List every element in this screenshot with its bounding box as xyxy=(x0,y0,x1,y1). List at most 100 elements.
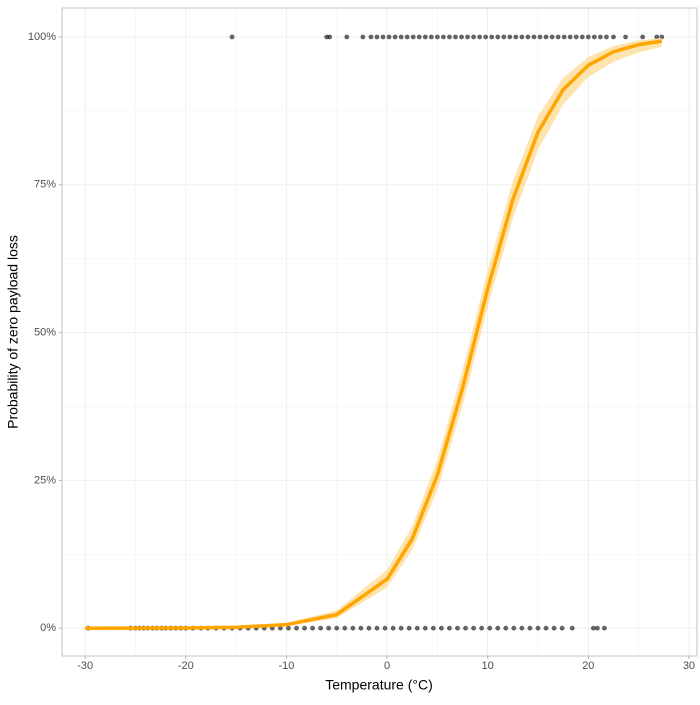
data-point xyxy=(555,34,561,40)
data-point xyxy=(422,625,428,631)
data-point xyxy=(327,34,333,40)
data-point xyxy=(501,34,507,40)
data-point xyxy=(382,625,388,631)
data-point xyxy=(430,625,436,631)
x-tick-label: -10 xyxy=(278,660,294,672)
data-point xyxy=(573,34,579,40)
data-point xyxy=(640,34,646,40)
data-point xyxy=(549,34,555,40)
data-point xyxy=(398,625,404,631)
confidence-band xyxy=(85,38,662,629)
y-tick-label: 100% xyxy=(28,31,56,43)
data-point xyxy=(543,625,549,631)
data-point xyxy=(380,34,386,40)
data-point xyxy=(519,625,525,631)
data-point xyxy=(597,34,603,40)
data-point xyxy=(561,34,567,40)
data-point xyxy=(428,34,434,40)
data-point xyxy=(286,625,291,631)
data-point xyxy=(483,34,489,40)
x-tick-label: 0 xyxy=(384,660,390,672)
data-point xyxy=(229,34,235,40)
data-point xyxy=(519,34,525,40)
data-point xyxy=(404,34,410,40)
data-point xyxy=(406,625,412,631)
data-point xyxy=(302,625,307,631)
data-point xyxy=(398,34,404,40)
data-point xyxy=(507,34,513,40)
data-point xyxy=(567,34,573,40)
data-point xyxy=(535,625,541,631)
data-point xyxy=(559,625,565,631)
data-point xyxy=(471,34,476,40)
data-point xyxy=(310,625,315,631)
data-point xyxy=(471,625,476,631)
data-point xyxy=(465,34,470,40)
data-point xyxy=(602,625,607,631)
data-point xyxy=(453,34,458,40)
data-point xyxy=(543,34,549,40)
data-point xyxy=(414,625,420,631)
data-point xyxy=(360,34,366,40)
data-point xyxy=(531,34,537,40)
data-point xyxy=(277,625,283,631)
data-point xyxy=(511,625,517,631)
data-point xyxy=(503,625,509,631)
data-point xyxy=(374,34,380,40)
data-point xyxy=(489,34,495,40)
data-point xyxy=(318,625,324,631)
data-point xyxy=(495,34,501,40)
panel-border xyxy=(61,7,698,657)
data-point xyxy=(334,625,340,631)
data-point xyxy=(410,34,416,40)
data-point xyxy=(525,34,531,40)
x-tick-label: -30 xyxy=(77,660,93,672)
data-point xyxy=(459,34,464,40)
fit-line xyxy=(85,39,663,630)
y-tick-label: 25% xyxy=(34,474,56,486)
data-point xyxy=(350,625,356,631)
data-point xyxy=(477,34,483,40)
data-point xyxy=(374,625,380,631)
data-point xyxy=(579,34,585,40)
data-point xyxy=(513,34,519,40)
data-point xyxy=(441,34,446,40)
data-point xyxy=(495,625,501,631)
data-point xyxy=(386,34,392,40)
data-point xyxy=(623,34,628,40)
x-tick-label: 30 xyxy=(683,660,695,672)
x-tick-label: -20 xyxy=(178,660,194,672)
data-point xyxy=(447,34,452,40)
y-tick-label: 50% xyxy=(34,326,56,338)
data-point xyxy=(527,625,533,631)
data-point xyxy=(594,625,600,631)
data-point xyxy=(551,625,557,631)
y-tick-label: 75% xyxy=(34,179,56,191)
data-point xyxy=(659,34,665,40)
y-tick-label: 0% xyxy=(40,622,56,634)
x-tick-label: 20 xyxy=(582,660,594,672)
data-point xyxy=(585,34,591,40)
data-point xyxy=(463,625,468,631)
data-point xyxy=(434,34,440,40)
x-tick-label: 10 xyxy=(482,660,494,672)
data-point xyxy=(344,34,350,40)
data-point xyxy=(654,34,660,40)
data-point xyxy=(392,34,398,40)
data-point xyxy=(611,34,616,40)
data-point xyxy=(438,625,444,631)
data-point xyxy=(326,625,332,631)
data-point xyxy=(368,34,374,40)
data-point xyxy=(591,34,597,40)
y-axis-title: Probability of zero payload loss xyxy=(5,235,21,429)
data-point xyxy=(447,625,452,631)
data-point xyxy=(422,34,428,40)
data-point xyxy=(537,34,543,40)
data-point xyxy=(455,625,460,631)
data-point xyxy=(604,34,609,40)
data-point xyxy=(416,34,422,40)
data-point xyxy=(487,625,493,631)
data-point xyxy=(342,625,348,631)
data-point xyxy=(358,625,364,631)
